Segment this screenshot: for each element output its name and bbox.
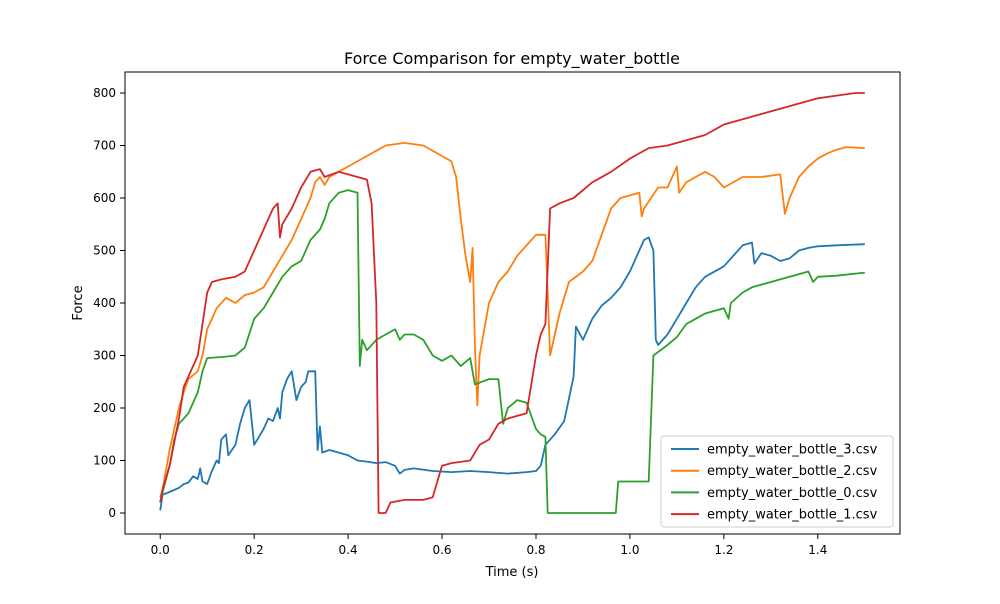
y-tick-label: 400 — [93, 296, 116, 310]
y-axis-label: Force — [71, 285, 86, 320]
x-tick-label: 1.0 — [620, 543, 639, 557]
x-axis: 0.0 0.2 0.4 0.6 0.8 1.0 1.2 1.4 — [151, 534, 827, 557]
series-line-0 — [159, 236, 865, 511]
x-tick-label: 0.2 — [245, 543, 264, 557]
y-tick-label: 200 — [93, 401, 116, 415]
x-tick-label: 1.4 — [808, 543, 827, 557]
legend: empty_water_bottle_3.csv empty_water_bott… — [660, 435, 894, 528]
legend-label-2: empty_water_bottle_0.csv — [707, 486, 878, 501]
x-tick-label: 0.6 — [432, 543, 451, 557]
x-tick-label: 0.0 — [151, 543, 170, 557]
legend-box — [660, 435, 894, 528]
series-line-1 — [159, 142, 865, 498]
y-tick-label: 0 — [108, 506, 116, 520]
y-tick-label: 500 — [93, 244, 116, 258]
legend-label-0: empty_water_bottle_3.csv — [707, 443, 878, 458]
y-tick-label: 600 — [93, 191, 116, 205]
y-tick-label: 100 — [93, 454, 116, 468]
plot-area — [159, 92, 865, 514]
x-axis-label: Time (s) — [485, 565, 539, 580]
y-tick-label: 300 — [93, 349, 116, 363]
series-line-3 — [159, 92, 865, 514]
x-tick-label: 0.8 — [526, 543, 545, 557]
y-tick-label: 800 — [93, 86, 116, 100]
series-line-2 — [159, 189, 865, 514]
y-tick-label: 700 — [93, 139, 116, 153]
x-tick-label: 1.2 — [714, 543, 733, 557]
x-tick-label: 0.4 — [339, 543, 358, 557]
chart-title: Force Comparison for empty_water_bottle — [344, 49, 680, 69]
legend-label-3: empty_water_bottle_1.csv — [707, 508, 878, 523]
y-axis: 0 100 200 300 400 500 600 700 800 — [93, 86, 125, 520]
legend-label-1: empty_water_bottle_2.csv — [707, 464, 878, 479]
